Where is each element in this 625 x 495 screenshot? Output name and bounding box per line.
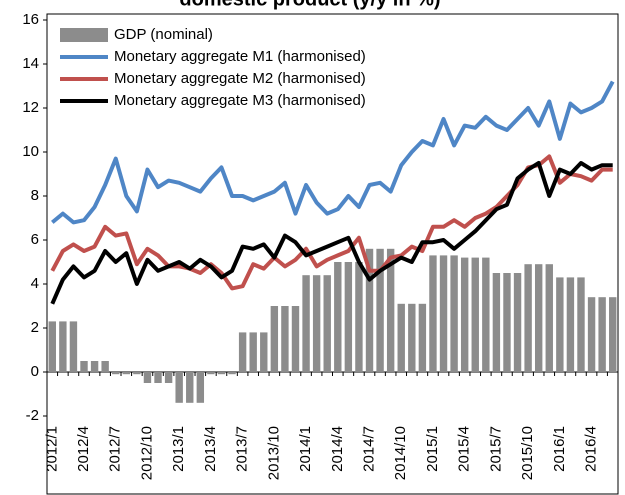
bar [408, 303, 416, 372]
bar [386, 248, 395, 372]
bar [291, 306, 300, 372]
x-tick-label: 2013/4 [202, 426, 219, 472]
plot-frame [46, 13, 619, 495]
bar [376, 248, 384, 372]
legend-label: Monetary aggregate M1 (harmonised) [114, 48, 366, 65]
bar [186, 372, 194, 403]
bar [439, 255, 448, 372]
bar [471, 257, 479, 372]
bar [587, 297, 596, 372]
x-tick-label: 2013/1 [170, 426, 187, 472]
bar [492, 273, 501, 372]
line [50, 161, 613, 305]
x-tick-label: 2015/1 [424, 426, 441, 472]
x-tick-label: 2014/1 [297, 426, 314, 472]
x-tick-label: 2015/7 [487, 426, 504, 472]
y-tick-label: 6 [31, 231, 39, 248]
bar [397, 303, 405, 372]
bar [334, 262, 342, 372]
y-tick-label: 14 [22, 55, 39, 72]
y-tick-label: 0 [31, 363, 39, 380]
bar [429, 255, 437, 372]
bar [577, 277, 585, 372]
x-tick-label: 2012/7 [107, 426, 124, 472]
y-tick-label: 12 [22, 99, 39, 116]
bar [238, 332, 247, 372]
bar [101, 361, 109, 372]
bar [460, 257, 469, 372]
line [50, 154, 613, 291]
x-tick-label: 2016/4 [583, 426, 600, 472]
bar [545, 264, 553, 372]
bar [260, 332, 268, 372]
chart-title: domestic product (y/y in %) [179, 0, 440, 10]
bar [80, 361, 88, 372]
y-tick-label: 8 [31, 187, 39, 204]
x-tick-label: 2013/10 [265, 426, 282, 480]
bar [355, 262, 363, 372]
bar [122, 372, 131, 375]
x-tick-label: 2014/10 [392, 426, 409, 480]
bar [270, 306, 279, 372]
bar [344, 262, 353, 372]
x-tick-label: 2014/7 [360, 426, 377, 472]
bar [534, 264, 543, 372]
bar [143, 372, 152, 383]
bar [133, 372, 141, 375]
x-tick-label: 2012/4 [75, 426, 92, 472]
y-tick-label: 4 [31, 275, 39, 292]
line [51, 80, 615, 225]
x-tick-label: 2012/10 [138, 426, 155, 480]
x-tick-label: 2014/4 [329, 426, 346, 472]
y-tick-label: -2 [26, 407, 39, 424]
x-tick-label: 2012/1 [43, 426, 60, 472]
bar [503, 273, 511, 372]
bar [281, 306, 289, 372]
bar [482, 257, 490, 372]
bar [217, 372, 226, 375]
x-tick-label: 2015/10 [519, 426, 536, 480]
bar [450, 255, 458, 372]
y-tick-label: 2 [31, 319, 39, 336]
bar [312, 275, 321, 372]
bar [418, 303, 427, 372]
x-tick-label: 2013/7 [234, 426, 251, 472]
bar [164, 372, 173, 383]
legend-label: GDP (nominal) [114, 26, 213, 43]
bar [207, 372, 215, 375]
bar [249, 332, 257, 372]
bar [59, 321, 67, 372]
bar [175, 372, 183, 403]
legend-label: Monetary aggregate M3 (harmonised) [114, 92, 366, 109]
legend-swatch [60, 28, 108, 42]
bar [513, 273, 522, 372]
bar [112, 372, 120, 375]
bar [154, 372, 162, 383]
bar [69, 321, 78, 372]
bar [302, 275, 310, 372]
bar [48, 321, 56, 372]
bar [323, 275, 331, 372]
bar [524, 264, 532, 372]
bar [609, 297, 617, 372]
bar [196, 372, 205, 403]
x-tick-label: 2016/1 [551, 426, 568, 472]
x-tick-label: 2015/4 [456, 426, 473, 472]
legend-label: Monetary aggregate M2 (harmonised) [114, 70, 366, 87]
bar [566, 277, 575, 372]
y-tick-label: 16 [22, 11, 39, 28]
bar [598, 297, 606, 372]
bar [365, 248, 374, 372]
bar [228, 372, 236, 375]
y-tick-label: 10 [22, 143, 39, 160]
bar [556, 277, 564, 372]
bar [90, 361, 99, 372]
